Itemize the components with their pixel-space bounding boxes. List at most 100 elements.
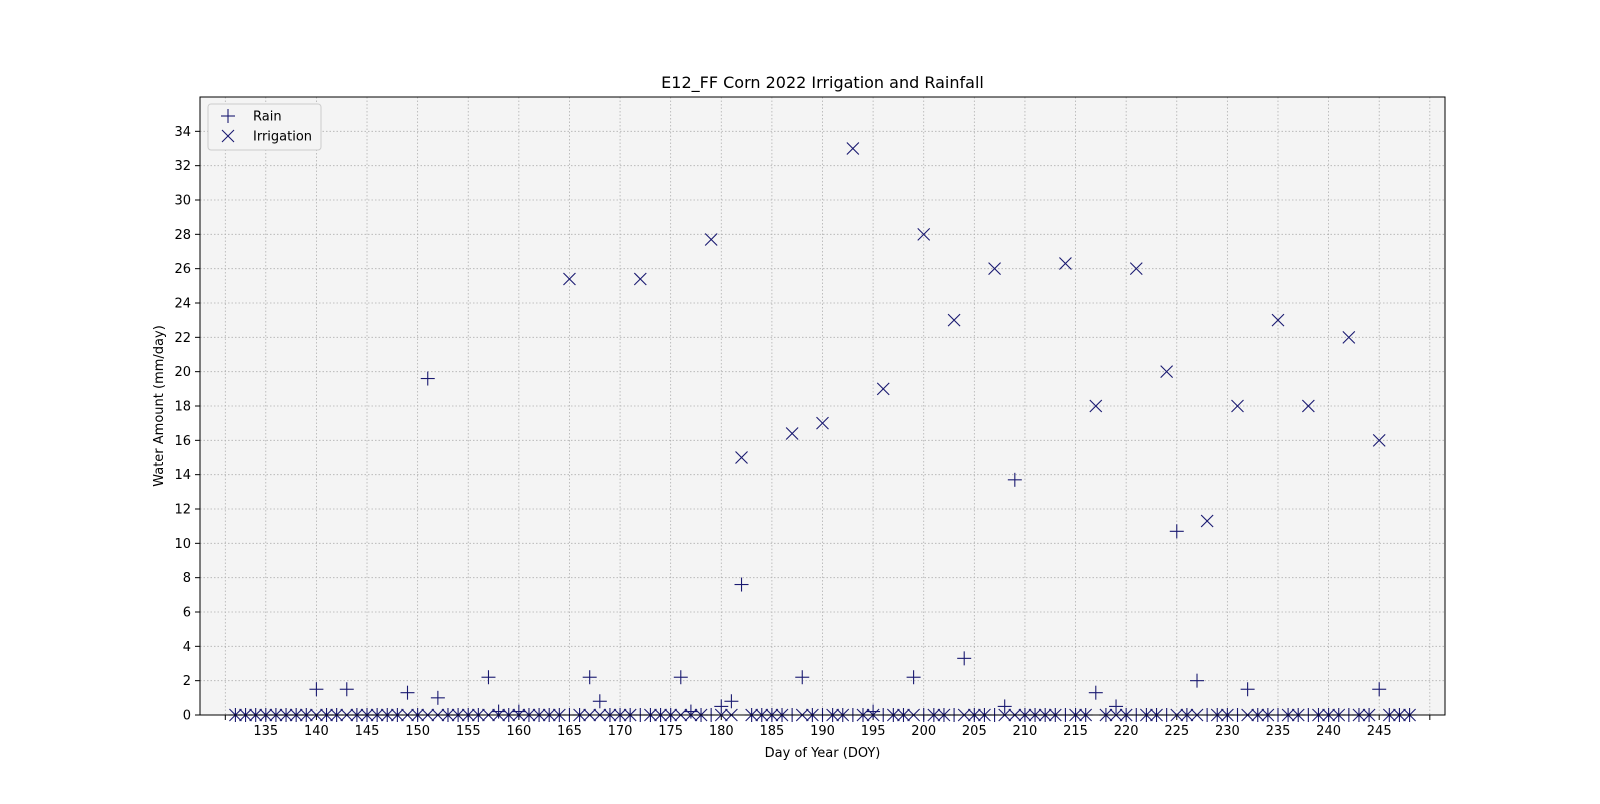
rain-point [997, 699, 1012, 714]
rain-point [491, 704, 506, 719]
rain-point [906, 670, 921, 685]
x-tick-label: 210 [1013, 724, 1038, 739]
y-tick-label: 32 [174, 159, 191, 174]
rain-point [481, 670, 496, 685]
irrigation-point [1342, 330, 1356, 344]
y-tick-label: 8 [183, 571, 191, 586]
x-tick-label: 175 [658, 724, 683, 739]
x-tick-label: 235 [1266, 724, 1291, 739]
rain-point [957, 651, 972, 666]
x-tick-label: 190 [810, 724, 835, 739]
x-tick-label: 230 [1215, 724, 1240, 739]
x-tick-label: 185 [759, 724, 784, 739]
legend-box [207, 103, 322, 151]
x-tick-label: 195 [861, 724, 886, 739]
legend-rain-label: Rain [253, 110, 282, 125]
rain-point [430, 690, 445, 705]
x-axis-label: Day of Year (DOY) [765, 746, 881, 761]
rain-point [724, 694, 739, 709]
x-tick-label: 245 [1367, 724, 1392, 739]
x-axis-ticks: 135 140 145 150 155 160 165 170 175 180 185 190 195 2… [224, 715, 1431, 739]
irrigation-point [704, 233, 718, 246]
rain-point [714, 699, 729, 714]
rain-point [734, 577, 749, 592]
y-tick-label: 4 [183, 640, 191, 655]
x-tick-label: 145 [355, 724, 380, 739]
x-tick-label: 155 [456, 724, 481, 739]
y-tick-label: 34 [174, 125, 191, 140]
irrigation-point [1059, 257, 1072, 270]
legend-irrigation-label: Irrigation [253, 130, 312, 145]
x-tick-label: 150 [405, 724, 430, 739]
rain-point [1372, 682, 1387, 697]
y-tick-label: 22 [174, 331, 191, 346]
x-tick-label: 135 [253, 724, 278, 739]
irrigation-point [846, 142, 860, 155]
chart-title: E12_FF Corn 2022 Irrigation and Rainfall [661, 73, 984, 93]
x-tick-label: 220 [1114, 724, 1139, 739]
x-tick-label: 215 [1063, 724, 1088, 739]
rain-point [339, 682, 354, 697]
rain-point [1190, 673, 1205, 688]
irrigation-point [785, 427, 799, 440]
rain-point [1240, 682, 1255, 697]
x-tick-label: 200 [911, 724, 936, 739]
legend-rain-marker [221, 109, 235, 123]
irrigation-point [735, 451, 748, 464]
rain-point [309, 682, 324, 697]
y-tick-label: 14 [174, 468, 191, 483]
x-tick-label: 140 [304, 724, 329, 739]
x-tick-label: 170 [608, 724, 633, 739]
x-tick-label: 160 [506, 724, 531, 739]
irrigation-point [816, 416, 829, 430]
rain-point [1109, 699, 1124, 714]
rain-point [420, 371, 435, 386]
y-axis-label: Water Amount (mm/day) [152, 325, 167, 487]
rain-point [1169, 524, 1184, 539]
legend-irrigation-marker [221, 129, 235, 143]
y-tick-label: 6 [183, 606, 191, 621]
irrigation-point [1160, 365, 1174, 379]
rain-point [866, 704, 881, 719]
legend: Rain Irrigation [207, 103, 322, 151]
rain-point [582, 670, 597, 685]
y-tick-label: 18 [174, 400, 191, 415]
irrigation-point [988, 262, 1001, 276]
rain-point [1088, 685, 1103, 700]
irrigation-point [1271, 313, 1285, 327]
legend-irrigation-symbol [221, 129, 235, 143]
x-tick-label: 180 [709, 724, 734, 739]
rain-point [592, 694, 607, 709]
y-tick-label: 12 [174, 503, 191, 518]
rain-point [683, 704, 698, 719]
irrigation-point [917, 227, 931, 241]
grid-lines [200, 97, 1445, 716]
y-tick-label: 16 [174, 434, 191, 449]
y-tick-label: 30 [174, 194, 191, 209]
irrigation-point [947, 313, 961, 327]
rain-point [795, 670, 810, 685]
x-tick-label: 225 [1164, 724, 1189, 739]
irrigation-point [1231, 399, 1244, 413]
x-tick-label: 165 [557, 724, 582, 739]
rain-point [1007, 472, 1022, 487]
y-tick-label: 2 [183, 674, 191, 689]
irrigation-point [1301, 399, 1315, 413]
rain-point [400, 685, 415, 700]
y-tick-label: 28 [174, 228, 191, 243]
plot-frame [199, 96, 1446, 716]
y-tick-label: 0 [183, 709, 191, 724]
rain-point [673, 670, 688, 685]
y-tick-label: 26 [174, 262, 191, 277]
irrigation-point [1129, 262, 1143, 276]
irrigation-point [1200, 514, 1214, 528]
rain-point [511, 704, 526, 719]
legend-rain-symbol [221, 109, 235, 123]
y-tick-label: 20 [174, 365, 191, 380]
x-tick-label: 240 [1316, 724, 1341, 739]
y-tick-label: 10 [174, 537, 191, 552]
irrigation-point [1372, 433, 1386, 447]
